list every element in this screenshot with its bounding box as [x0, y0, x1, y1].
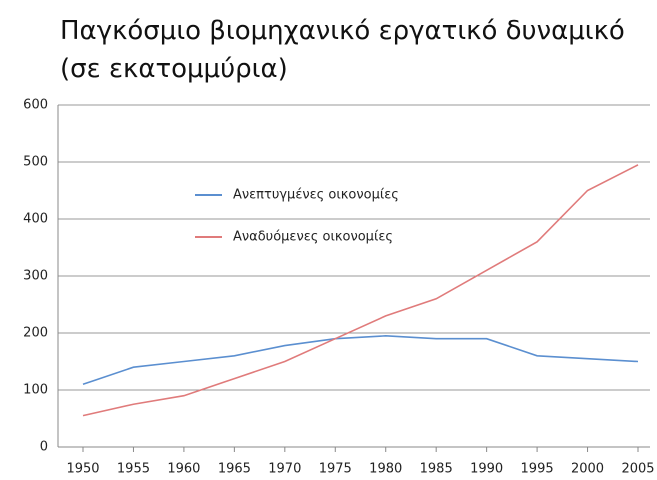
x-tick-label: 1990 [470, 462, 503, 477]
y-tick-label: 100 [23, 383, 48, 398]
series-line [82, 164, 639, 417]
x-tick-label: 1995 [521, 462, 554, 477]
y-tick-label: 500 [23, 155, 48, 170]
x-tick-label: 1955 [117, 462, 150, 477]
x-tick-label: 1985 [420, 462, 453, 477]
x-tick-label: 1960 [167, 462, 200, 477]
y-tick-label: 400 [23, 212, 48, 227]
series-line [82, 335, 639, 386]
x-tick-label: 1975 [319, 462, 352, 477]
legend-label: Ανεπτυγμένες οικονομίες [233, 188, 399, 203]
y-tick-label: 600 [23, 98, 48, 113]
chart-title: Παγκόσμιο βιομηχανικό εργατικό δυναμικό … [60, 16, 625, 84]
x-tick-label: 1965 [218, 462, 251, 477]
x-tick-label: 1970 [268, 462, 301, 477]
x-tick-label: 2000 [571, 462, 604, 477]
x-tick-label: 1980 [369, 462, 402, 477]
x-tick-label: 2005 [621, 462, 654, 477]
y-tick-label: 200 [23, 326, 48, 341]
x-tick-label: 1950 [66, 462, 99, 477]
y-tick-label: 300 [23, 269, 48, 284]
legend-label: Αναδυόμενες οικονομίες [233, 230, 393, 245]
y-tick-label: 0 [40, 440, 48, 455]
